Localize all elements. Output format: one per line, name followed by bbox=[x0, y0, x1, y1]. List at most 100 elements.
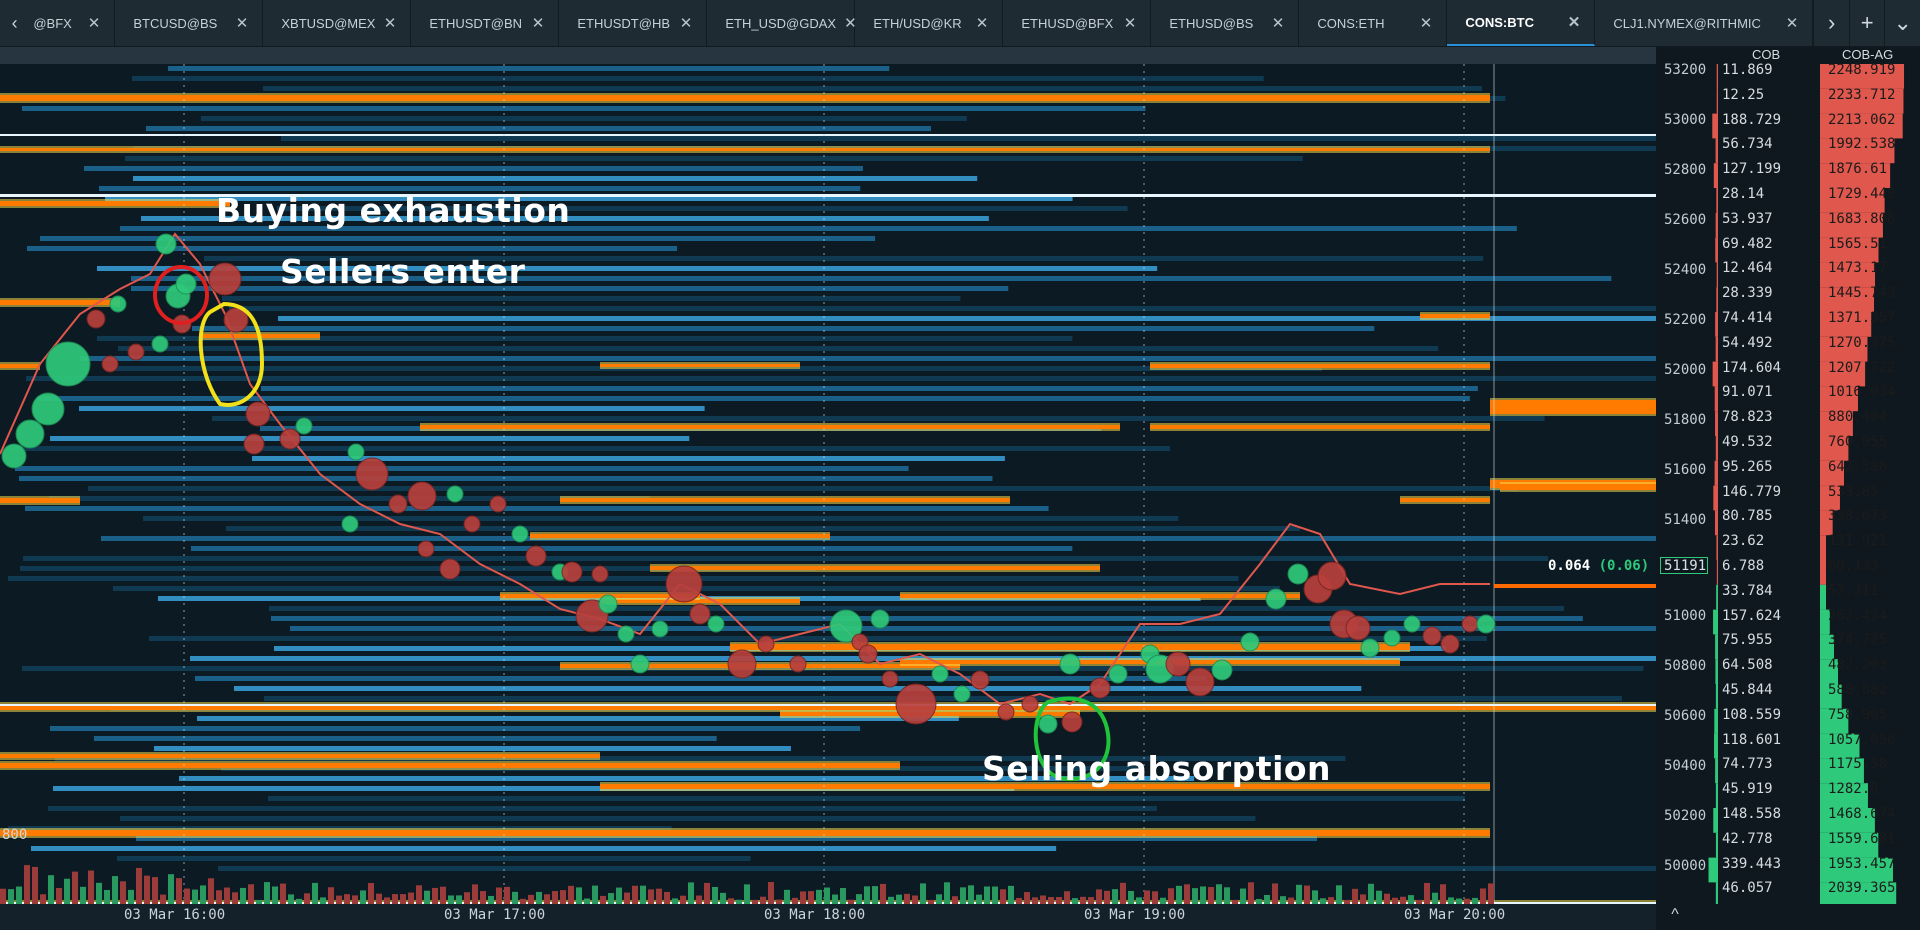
hot-liquidity-level bbox=[0, 364, 40, 368]
tab-cons-eth[interactable]: CONS:ETH ✕ bbox=[1299, 0, 1448, 46]
buy-trade-bubble bbox=[1287, 563, 1309, 585]
cob-ag-bar bbox=[1820, 659, 1839, 684]
cob-ag-bar bbox=[1820, 411, 1853, 436]
buy-volume-bar bbox=[168, 874, 174, 904]
liquidity-band bbox=[264, 696, 1622, 701]
liquidity-band bbox=[268, 796, 1465, 801]
cob-bar bbox=[1715, 783, 1718, 808]
tab-bfx[interactable]: @BFX ✕ bbox=[29, 0, 116, 46]
sell-volume-bar bbox=[560, 890, 566, 904]
tab-ethusdt-hb[interactable]: ETHUSDT@HB ✕ bbox=[559, 0, 708, 46]
tab-eth-usd-gdax[interactable]: ETH_USD@GDAX ✕ bbox=[707, 0, 857, 46]
sell-volume-bar bbox=[1040, 895, 1046, 904]
sell-volume-bar bbox=[632, 885, 638, 904]
buy-volume-bar bbox=[1312, 890, 1318, 904]
tab-label: @BFX bbox=[33, 15, 72, 31]
cob-bar bbox=[1715, 436, 1718, 461]
cob-ag-bar bbox=[1820, 733, 1860, 759]
liquidity-band bbox=[277, 206, 1128, 211]
liquidity-band bbox=[136, 836, 1318, 841]
liquidity-band bbox=[37, 396, 1470, 401]
tab-xbtusd-mex[interactable]: XBTUSD@MEX ✕ bbox=[263, 0, 412, 46]
liquidity-band bbox=[179, 776, 1195, 781]
buy-trade-bubble bbox=[15, 419, 45, 449]
tab-label: BTCUSD@BS bbox=[133, 15, 218, 31]
close-icon[interactable]: ✕ bbox=[235, 15, 249, 32]
buy-volume-bar bbox=[8, 889, 14, 904]
sell-volume-bar bbox=[1360, 894, 1366, 904]
buy-trade-bubble bbox=[175, 273, 197, 295]
buy-volume-bar bbox=[1240, 888, 1246, 904]
buy-volume-bar bbox=[456, 895, 462, 904]
buy-volume-bar bbox=[296, 898, 302, 904]
cob-bar bbox=[1714, 733, 1718, 759]
close-icon[interactable]: ✕ bbox=[383, 15, 397, 32]
tab-btcusd-bs[interactable]: BTCUSD@BS ✕ bbox=[115, 0, 264, 46]
liquidity-band bbox=[49, 496, 650, 501]
sell-volume-bar bbox=[656, 888, 662, 904]
buy-trade-bubble bbox=[341, 515, 359, 533]
tab-scroll-left-button[interactable]: ‹ bbox=[0, 0, 29, 46]
tab-menu-button[interactable]: ⌄ bbox=[1884, 0, 1920, 46]
cob-bar bbox=[1715, 312, 1718, 337]
liquidity-band bbox=[26, 376, 1656, 381]
sell-volume-bar bbox=[400, 894, 406, 904]
cob-bar bbox=[1716, 64, 1718, 89]
liquidity-band bbox=[234, 686, 1362, 691]
tab-clj1-nymex-rithmic[interactable]: CLJ1.NYMEX@RITHMIC ✕ bbox=[1595, 0, 1814, 46]
liquidity-band bbox=[79, 406, 705, 411]
buy-trade-bubble bbox=[829, 609, 863, 643]
sell-trade-bubble bbox=[1061, 711, 1083, 733]
buy-volume-bar bbox=[744, 884, 750, 904]
liquidity-band bbox=[131, 276, 1612, 281]
sell-volume-bar bbox=[248, 884, 254, 904]
cob-ag-value: 338.673 bbox=[1828, 508, 1888, 525]
tab-ethusd-bs[interactable]: ETHUSD@BS ✕ bbox=[1151, 0, 1300, 46]
hot-liquidity-level bbox=[0, 95, 1490, 101]
buy-volume-bar bbox=[1456, 898, 1462, 904]
tab-cons-btc[interactable]: CONS:BTC ✕ bbox=[1447, 0, 1596, 46]
cob-bar bbox=[1716, 188, 1718, 213]
scroll-up-button[interactable]: ^ bbox=[1664, 906, 1686, 926]
cob-bar bbox=[1716, 584, 1718, 610]
sell-volume-bar bbox=[376, 893, 382, 904]
liquidity-band bbox=[281, 136, 1656, 141]
heatmap-chart[interactable] bbox=[0, 64, 1656, 904]
buy-volume-bar bbox=[200, 885, 206, 904]
hot-liquidity-level bbox=[0, 830, 1490, 836]
annotation-buying-exhaustion: Buying exhaustion bbox=[216, 191, 571, 230]
add-tab-button[interactable]: + bbox=[1848, 0, 1885, 46]
liquidity-band bbox=[84, 166, 863, 171]
buy-volume-bar bbox=[992, 886, 998, 904]
sell-volume-bar bbox=[952, 896, 958, 904]
cob-bar bbox=[1715, 684, 1718, 709]
close-icon[interactable]: ✕ bbox=[1567, 14, 1581, 31]
tab-ethusdt-bn[interactable]: ETHUSDT@BN ✕ bbox=[411, 0, 560, 46]
sell-volume-bar bbox=[208, 878, 214, 904]
sell-volume-bar bbox=[520, 898, 526, 904]
close-icon[interactable]: ✕ bbox=[679, 15, 693, 32]
close-icon[interactable]: ✕ bbox=[531, 15, 545, 32]
buy-volume-bar bbox=[1200, 886, 1206, 904]
tab-scroll-right-button[interactable]: › bbox=[1813, 0, 1849, 46]
close-icon[interactable]: ✕ bbox=[1271, 15, 1285, 32]
sell-volume-bar bbox=[848, 899, 854, 904]
close-icon[interactable]: ✕ bbox=[87, 15, 101, 32]
price-label: 51400 bbox=[1664, 512, 1707, 528]
close-icon[interactable]: ✕ bbox=[844, 15, 857, 32]
sell-trade-bubble bbox=[591, 565, 609, 583]
sell-trade-bubble bbox=[858, 644, 878, 664]
sell-volume-bar bbox=[792, 897, 798, 904]
tab-eth-usd-kr[interactable]: ETH/USD@KR ✕ bbox=[855, 0, 1004, 46]
close-icon[interactable]: ✕ bbox=[1123, 15, 1137, 32]
tab-ethusd-bfx[interactable]: ETHUSD@BFX ✕ bbox=[1003, 0, 1152, 46]
buy-volume-bar bbox=[1432, 892, 1438, 904]
close-icon[interactable]: ✕ bbox=[975, 15, 989, 32]
close-icon[interactable]: ✕ bbox=[1785, 15, 1799, 32]
sell-volume-bar bbox=[704, 882, 710, 904]
close-icon[interactable]: ✕ bbox=[1419, 15, 1433, 32]
bright-level bbox=[0, 194, 1656, 197]
cob-value: 118.601 bbox=[1722, 731, 1782, 748]
liquidity-band bbox=[88, 486, 1519, 491]
liquidity-band bbox=[212, 416, 1545, 421]
